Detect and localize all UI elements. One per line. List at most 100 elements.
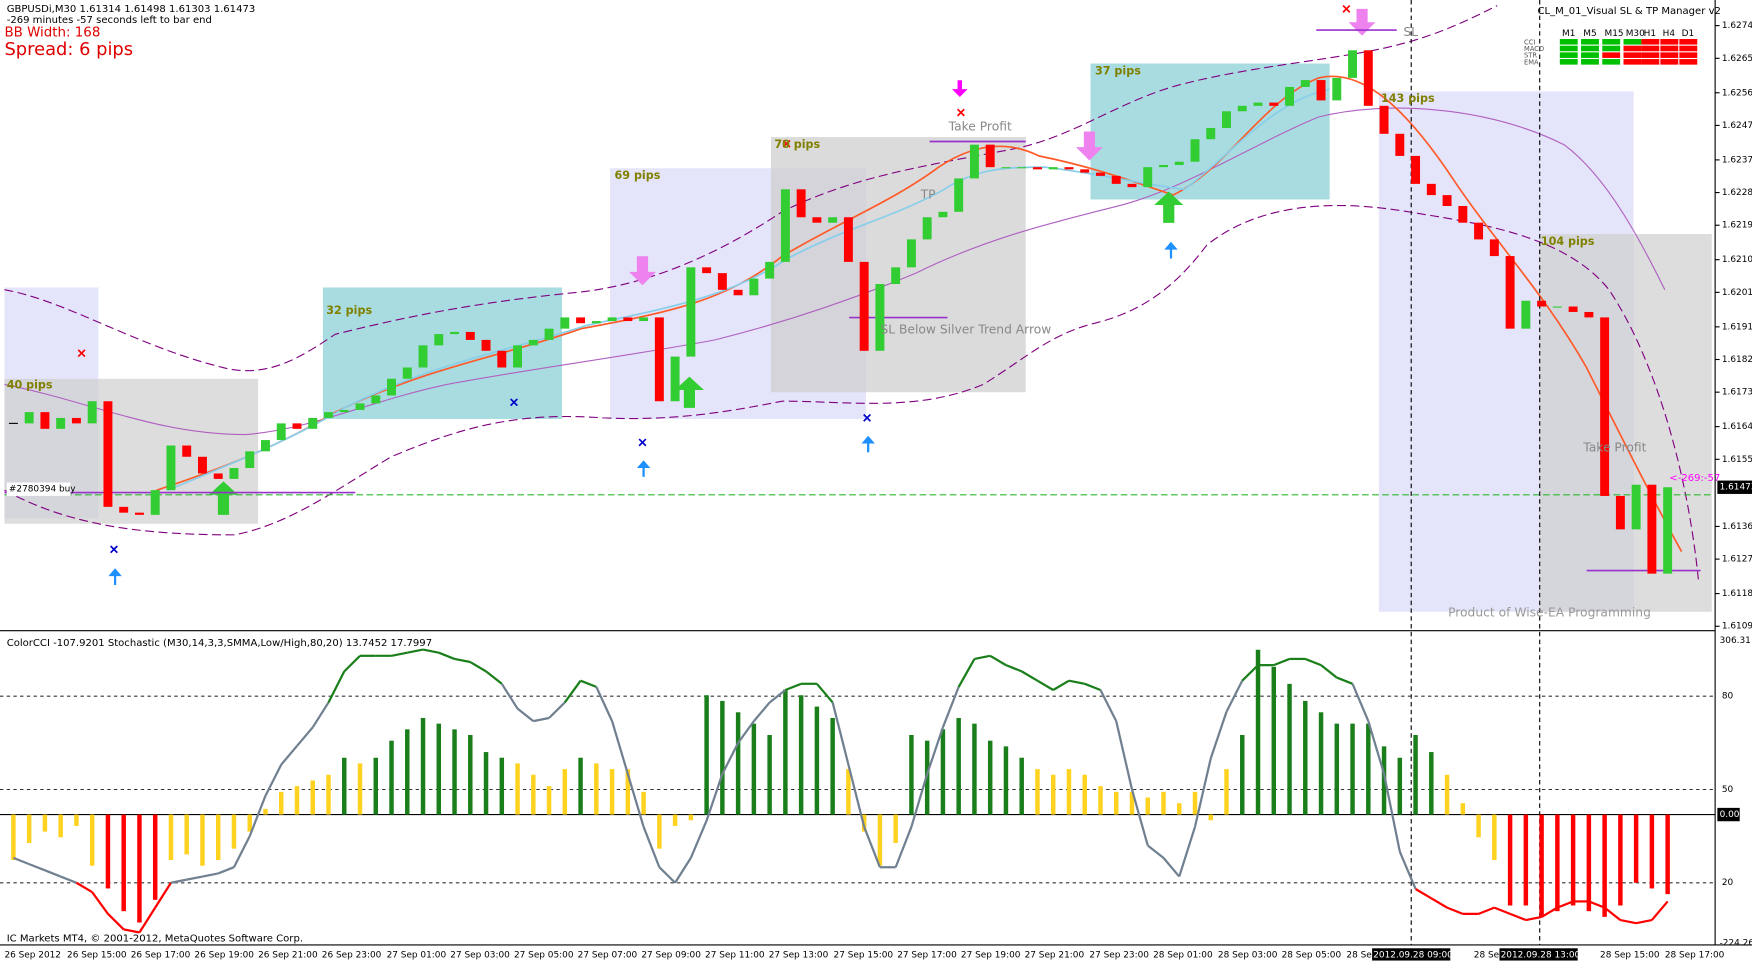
sell-arrow (1076, 131, 1103, 161)
stochastic-segment (154, 882, 172, 909)
stochastic-segment (1588, 900, 1606, 909)
signal-cell (1641, 39, 1660, 45)
candle (465, 331, 475, 340)
stochastic-segment (1209, 711, 1228, 759)
cci-bar (200, 814, 205, 866)
up-arrow (861, 435, 875, 453)
candle (985, 144, 995, 168)
cci-bar (1113, 791, 1119, 815)
signal-cell (1581, 45, 1599, 52)
cci-bar (1633, 814, 1639, 883)
cci-bar (625, 769, 631, 815)
cci-bar (89, 814, 95, 866)
x-tick-label: 26 Sep 19:00 (194, 950, 254, 960)
cci-bar (452, 729, 457, 815)
cci-bar (1413, 735, 1418, 815)
signal-cell (1641, 52, 1660, 58)
candle (229, 468, 239, 479)
cci-bar (105, 814, 111, 889)
cci-bar (1381, 746, 1387, 815)
candle (1017, 167, 1027, 169)
candle (702, 267, 712, 274)
stochastic-segment (454, 657, 471, 664)
signal-cell (1660, 52, 1679, 58)
stochastic-segment (327, 670, 346, 703)
signal-cell (1559, 39, 1578, 45)
candle (576, 317, 586, 324)
candle (71, 417, 81, 424)
candle (434, 334, 444, 346)
zero-box (1717, 807, 1740, 822)
x-tick-label: 28 Sep 01:00 (1153, 950, 1213, 960)
candle (150, 490, 160, 515)
stochastic-segment (642, 826, 661, 868)
zone (4, 378, 259, 524)
cci-bar (735, 712, 741, 815)
candle (1584, 311, 1594, 318)
stochastic-segment (989, 654, 1007, 667)
stochastic-segment (311, 701, 330, 728)
stochastic-segment (1084, 682, 1101, 692)
stochastic-segment (91, 891, 109, 915)
annotation: TP (920, 188, 936, 202)
x-tick-label: 28 Sep (1474, 950, 1505, 960)
stochastic-segment (1493, 906, 1511, 915)
stochastic-segment (563, 680, 582, 704)
cci-bar (310, 780, 315, 815)
candle (1663, 487, 1673, 574)
axis-bottom-label: -224.26 (1720, 939, 1752, 949)
candle (134, 512, 144, 515)
candle (1269, 102, 1279, 106)
candle (418, 345, 428, 368)
symbol-line: GBPUSDi,M30 1.61314 1.61498 1.61303 1.61… (7, 4, 256, 15)
stochastic-segment (863, 826, 881, 868)
price-tick-label: 1.62375 (1722, 155, 1752, 165)
cci-bar (1303, 700, 1308, 815)
cci-bar (515, 763, 520, 815)
stochastic-segment (1178, 826, 1197, 877)
timeframe-label: H4 (1663, 29, 1676, 39)
stochastic-segment (170, 878, 187, 884)
stochastic-segment (721, 742, 740, 775)
stochastic-segment (422, 648, 439, 654)
bb-width: BB Width: 168 (4, 25, 100, 40)
price-tick-label: 1.62010 (1722, 288, 1752, 298)
annotation: Take Profit (948, 120, 1012, 134)
candle (1096, 172, 1105, 176)
candle (56, 417, 66, 429)
cci-bar (1649, 814, 1655, 889)
candle (1411, 155, 1421, 184)
cci-bar (672, 814, 678, 826)
annotation: Take Profit (1582, 440, 1646, 454)
stochastic-segment (1036, 679, 1054, 691)
timeframe-label: M5 (1583, 29, 1596, 39)
price-tick-label: 1.61365 (1722, 522, 1752, 532)
candle (1332, 77, 1342, 101)
signal-cell (1559, 45, 1578, 52)
cci-bar (1539, 814, 1544, 917)
candle (843, 217, 853, 262)
cci-bar (1082, 774, 1087, 815)
cci-bar (26, 814, 32, 843)
candle (1647, 484, 1657, 574)
price-tick-label: 1.61915 (1722, 322, 1752, 332)
trade-label-bg (6, 482, 71, 496)
current-price-box (1717, 480, 1752, 494)
x-tick-label: 26 Sep 23:00 (322, 950, 382, 960)
stochastic-segment (1367, 720, 1386, 775)
candle (450, 331, 460, 335)
candle (686, 267, 696, 357)
cci-bar (767, 735, 772, 815)
candle (1127, 183, 1137, 188)
candle (355, 403, 365, 410)
cci-bar (531, 774, 536, 815)
candle (213, 473, 223, 479)
cci-bar (1019, 757, 1024, 815)
candle (1395, 133, 1405, 156)
price-tick-label: 1.62560 (1722, 88, 1752, 98)
candle (513, 345, 523, 368)
stochastic-segment (107, 913, 125, 931)
sell-arrow (951, 80, 968, 97)
cci-bar (1397, 757, 1403, 815)
stochastic-segment (674, 857, 692, 884)
